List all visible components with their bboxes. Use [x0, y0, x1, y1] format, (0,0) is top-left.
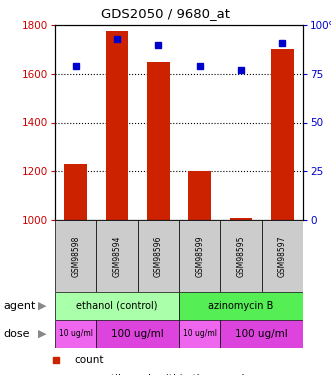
Text: dose: dose: [3, 329, 30, 339]
Bar: [179, 320, 220, 348]
Bar: [230, 217, 252, 220]
Bar: [220, 320, 303, 348]
Bar: [220, 220, 262, 292]
Text: GSM98594: GSM98594: [113, 235, 121, 277]
Bar: [55, 320, 96, 348]
Bar: [96, 320, 179, 348]
Bar: [55, 292, 179, 320]
Text: GDS2050 / 9680_at: GDS2050 / 9680_at: [101, 7, 230, 20]
Text: GSM98597: GSM98597: [278, 235, 287, 277]
Bar: [138, 220, 179, 292]
Bar: [262, 220, 303, 292]
Text: ▶: ▶: [37, 301, 46, 311]
Text: GSM98599: GSM98599: [195, 235, 204, 277]
Bar: [106, 31, 128, 220]
Text: GSM98596: GSM98596: [154, 235, 163, 277]
Bar: [179, 292, 303, 320]
Bar: [96, 220, 138, 292]
Text: azinomycin B: azinomycin B: [208, 301, 274, 311]
Text: ▶: ▶: [37, 329, 46, 339]
Text: count: count: [75, 355, 104, 365]
Text: GSM98598: GSM98598: [71, 236, 80, 277]
Bar: [55, 220, 96, 292]
Text: agent: agent: [3, 301, 36, 311]
Bar: [188, 171, 211, 220]
Text: GSM98595: GSM98595: [237, 235, 246, 277]
Bar: [147, 62, 170, 220]
Bar: [64, 164, 87, 220]
Bar: [271, 50, 294, 220]
Text: 100 ug/ml: 100 ug/ml: [235, 329, 288, 339]
Text: ethanol (control): ethanol (control): [76, 301, 158, 311]
Bar: [179, 220, 220, 292]
Text: 10 ug/ml: 10 ug/ml: [183, 330, 217, 339]
Text: 100 ug/ml: 100 ug/ml: [111, 329, 164, 339]
Text: 10 ug/ml: 10 ug/ml: [59, 330, 93, 339]
